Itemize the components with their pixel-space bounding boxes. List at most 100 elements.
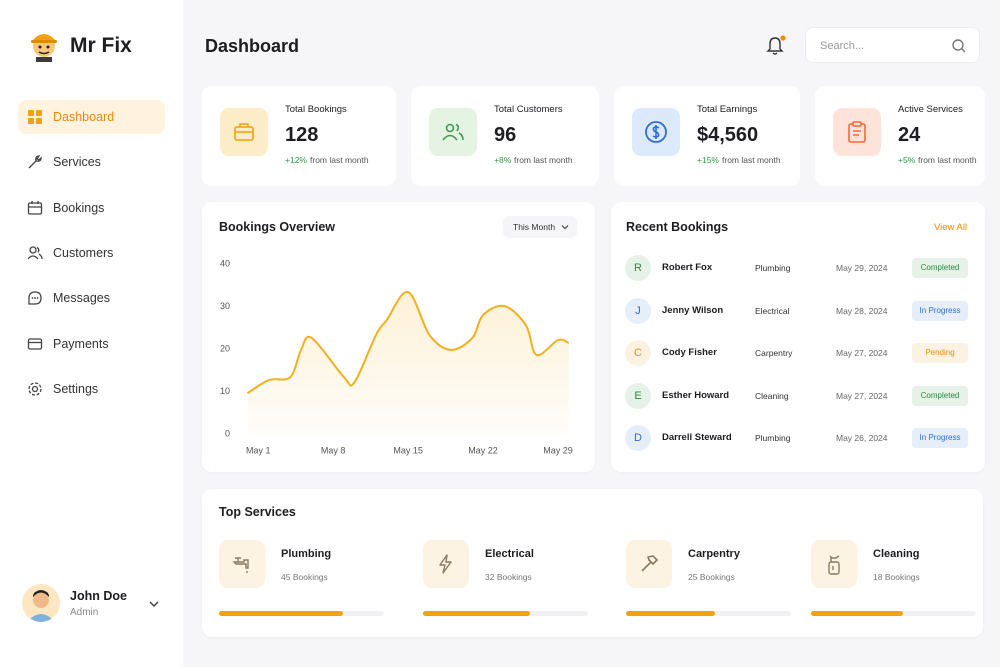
service-icon [423,540,469,588]
booking-status: In Progress [912,428,968,448]
service-item[interactable]: Electrical 32 Bookings [423,489,593,637]
service-bookings: 25 Bookings [688,572,735,582]
stat-note: from last month [310,155,369,165]
booking-row[interactable]: J Jenny Wilson Electrical May 28, 2024 In Pr… [611,297,985,325]
stat-label: Active Services [898,104,963,115]
customer-name: Darrell Steward [662,432,732,443]
notification-bell[interactable] [765,34,787,56]
y-tick-label: 30 [220,301,230,311]
booking-service: Electrical [755,305,790,316]
booking-row[interactable]: C Cody Fisher Carpentry May 27, 2024 Pending [611,339,985,367]
customer-name: Jenny Wilson [662,304,724,316]
brand: Mr Fix [70,34,132,57]
search-box[interactable]: Search... [805,27,980,63]
progress-bar [423,611,531,616]
page-title: Dashboard [205,36,300,56]
x-tick-label: May 8 [321,445,346,455]
booking-status: In Progress [912,300,968,321]
y-tick-label: 0 [225,428,230,438]
customer-name: Cody Fisher [662,347,717,358]
nav-item[interactable]: Customers [18,236,165,270]
customer-initial: D [625,425,651,451]
nav-item[interactable]: Bookings [18,191,165,225]
user-name: John Doe [70,589,127,603]
progress-track [423,611,588,616]
stat-label: Total Bookings [285,104,347,115]
x-tick-label: May 29 [543,445,573,455]
user-role: Admin [70,607,99,618]
customer-initial: C [625,340,651,366]
stat-icon [429,108,477,156]
booking-row[interactable]: R Robert Fox Plumbing May 29, 2024 Completed [611,254,985,282]
service-item[interactable]: Plumbing 45 Bookings [219,489,389,637]
stat-label: Total Customers [494,104,563,115]
stat-value: $4,560 [697,124,759,146]
service-name: Plumbing [281,548,332,560]
nav-icon [27,109,43,130]
stat-value: 128 [285,124,319,146]
user-menu-chevron[interactable] [148,598,160,610]
stat-card: Active Services 24 +5% from last month [815,86,985,186]
stat-icon-glyph [440,119,466,150]
nav-icon [27,200,43,221]
nav-item[interactable]: Messages [18,281,165,315]
stat-icon [632,108,680,156]
booking-row[interactable]: E Esther Howard Cleaning May 27, 2024 Comple… [611,382,985,410]
nav-item[interactable]: Services [18,145,165,179]
customer-name: Robert Fox [662,262,713,273]
booking-row[interactable]: D Darrell Steward Plumbing May 26, 2024 In P… [611,424,985,452]
chart-card: Bookings Overview This Month 0 10 20 30 40 Ma… [202,202,595,472]
stat-card: Total Customers 96 +8% from last month [411,86,599,186]
stat-note: from last month [514,155,573,165]
period-filter-label: This Month [513,222,556,232]
nav-label: Customers [53,245,114,260]
progress-bar [219,611,343,616]
logo [31,34,57,62]
customer-name: Esther Howard [662,389,730,401]
service-item[interactable]: Carpentry 25 Bookings [626,489,796,637]
service-icon-glyph [230,552,254,581]
top-services-card: Top Services Plumbing 45 Bookings Electric… [202,489,983,637]
y-tick-label: 40 [220,258,230,268]
progress-track [219,611,384,616]
sidebar: Mr Fix Dashboard Services Bookings Customer… [0,0,183,667]
booking-status: Pending [912,343,968,363]
period-filter[interactable]: This Month [503,216,577,238]
service-bookings: 18 Bookings [873,572,920,582]
y-tick-label: 20 [220,343,230,353]
stat-change: +12% [285,155,307,165]
user-avatar [22,584,60,622]
progress-track [811,611,976,616]
booking-date: May 27, 2024 [836,390,888,401]
service-icon-glyph [637,552,661,581]
view-all-link[interactable]: View All [934,222,968,233]
stat-note: from last month [722,155,781,165]
service-bookings: 32 Bookings [485,572,532,582]
service-icon-glyph [822,552,846,581]
service-icon-glyph [434,552,458,581]
stat-change: +8% [494,155,512,165]
nav-label: Services [53,155,101,170]
nav-item[interactable]: Settings [18,372,165,406]
booking-date: May 28, 2024 [836,305,888,316]
stat-label: Total Earnings [697,104,758,115]
booking-status: Completed [912,385,968,406]
progress-bar [626,611,716,616]
stat-change: +15% [697,155,719,165]
top-services-title: Top Services [219,505,296,519]
x-tick-label: May 22 [468,445,498,455]
service-name: Electrical [485,548,534,560]
service-name: Cleaning [873,548,920,560]
stat-icon-glyph [844,119,870,150]
nav-label: Dashboard [53,110,115,124]
progress-bar [811,611,904,616]
stat-value: 24 [898,124,921,146]
nav-icon [27,290,43,311]
booking-service: Plumbing [755,263,791,273]
booking-status: Completed [912,258,968,278]
service-icon [626,540,672,588]
nav-item[interactable]: Dashboard [18,100,165,134]
service-item[interactable]: Cleaning 18 Bookings [811,489,981,637]
nav-item[interactable]: Payments [18,327,165,361]
